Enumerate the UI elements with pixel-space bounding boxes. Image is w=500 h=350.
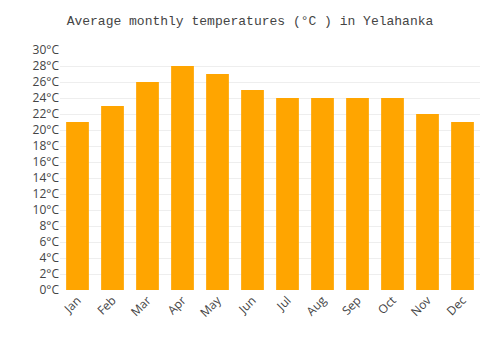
svg-text:Dec: Dec [443,292,470,319]
svg-text:22°C: 22°C [33,105,60,122]
svg-text:Mar: Mar [127,292,155,320]
svg-text:Oct: Oct [374,292,400,318]
svg-text:10°C: 10°C [33,201,60,218]
svg-text:Apr: Apr [164,292,190,318]
svg-text:16°C: 16°C [33,153,60,170]
svg-text:Jun: Jun [234,292,259,317]
svg-text:2°C: 2°C [39,265,59,282]
svg-text:Nov: Nov [407,292,435,320]
svg-text:26°C: 26°C [33,73,60,90]
svg-text:30°C: 30°C [33,41,60,58]
svg-text:Aug: Aug [302,292,330,320]
svg-text:May: May [196,291,225,320]
svg-text:12°C: 12°C [33,185,60,202]
svg-text:18°C: 18°C [33,137,60,154]
svg-text:Sep: Sep [338,292,365,319]
svg-text:Jul: Jul [272,292,294,314]
svg-text:20°C: 20°C [33,121,60,138]
svg-text:Jan: Jan [60,292,85,317]
svg-text:6°C: 6°C [39,233,59,250]
svg-text:Feb: Feb [93,292,119,318]
svg-text:14°C: 14°C [33,169,60,186]
svg-text:24°C: 24°C [33,89,60,106]
svg-text:Average monthly temperatures (: Average monthly temperatures (°C ) in Ye… [67,14,434,29]
svg-text:4°C: 4°C [39,249,59,266]
svg-text:8°C: 8°C [39,217,59,234]
svg-text:28°C: 28°C [33,57,60,74]
svg-text:0°C: 0°C [39,281,59,298]
